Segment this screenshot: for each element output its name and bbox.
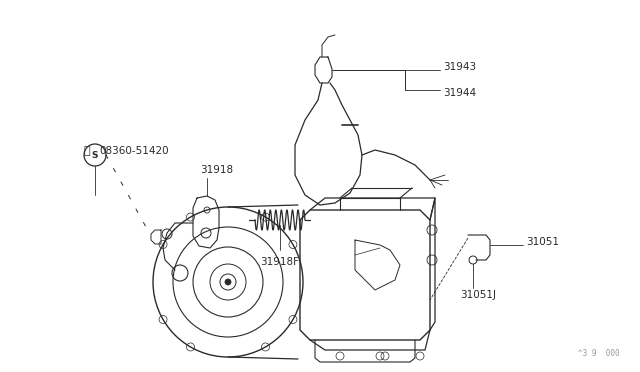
Text: Ⓢ: Ⓢ: [84, 146, 90, 156]
Text: 31051J: 31051J: [460, 290, 496, 300]
Text: S: S: [92, 151, 99, 160]
Text: 31918: 31918: [200, 165, 233, 175]
Text: 31918F: 31918F: [260, 257, 299, 267]
Text: ^3 9  000: ^3 9 000: [579, 349, 620, 358]
Text: 08360-51420: 08360-51420: [99, 146, 168, 156]
Text: 31943: 31943: [443, 62, 476, 72]
Circle shape: [225, 279, 231, 285]
Text: 31051: 31051: [526, 237, 559, 247]
Text: 31944: 31944: [443, 88, 476, 98]
